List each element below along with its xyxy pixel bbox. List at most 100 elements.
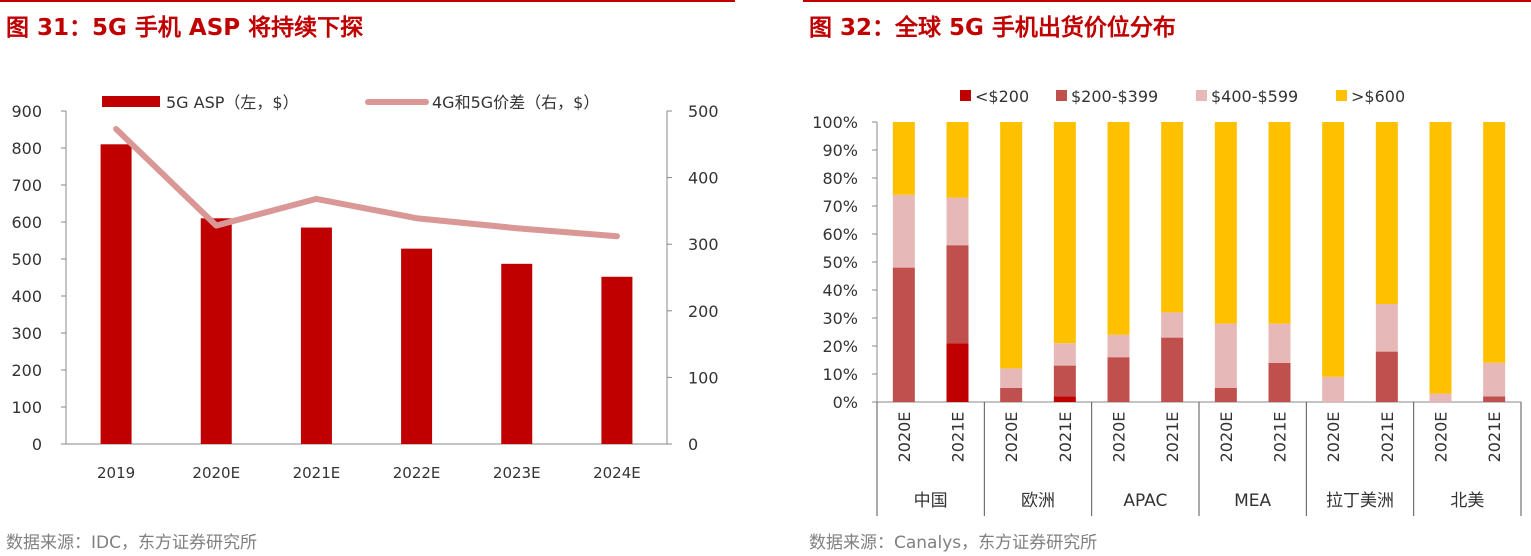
figure-32-panel: 图 32：全球 5G 手机出货价位分布 0% 10% 20% 30% 40% 50% 60%… (803, 0, 1531, 556)
asp-chart: 0 100 200 300 400 500 600 700 800 900 0 100 200 300 40… (11, 93, 719, 482)
stacked-segment-3 (1429, 122, 1452, 394)
stacked-segment-3 (1483, 122, 1506, 363)
stacked-segment-2 (1429, 393, 1452, 402)
stacked-segment-1 (1483, 396, 1506, 402)
y-tick-label: 20% (822, 337, 858, 356)
stacked-segment-2 (1268, 323, 1291, 363)
left-y-tick-label: 700 (11, 176, 42, 195)
stacked-segment-2 (1214, 323, 1237, 388)
left-y-tick-label: 0 (32, 435, 42, 454)
bar-5g-asp (200, 218, 232, 444)
stacked-segment-1 (1053, 365, 1076, 397)
stacked-segment-2 (1161, 312, 1184, 338)
group-label: 北美 (1450, 491, 1484, 511)
stacked-segment-1 (1375, 351, 1398, 402)
stacked-segment-2 (946, 197, 969, 246)
right-y-tick-label: 0 (688, 435, 698, 454)
x-category-label: 2021E (1163, 412, 1182, 463)
x-category-label: 2021E (949, 412, 968, 463)
y-tick-label: 10% (822, 365, 858, 384)
group-label: 欧洲 (1021, 491, 1055, 511)
left-y-tick-label: 500 (11, 250, 42, 269)
bar-5g-asp (300, 227, 332, 444)
bar-5g-asp (401, 248, 433, 444)
stacked-segment-3 (946, 122, 969, 198)
x-category-label: 2021E (1485, 412, 1504, 463)
x-category-label: 2020E (1002, 412, 1021, 463)
stacked-segment-0 (1053, 396, 1076, 402)
legend-label: $200-$399 (1071, 87, 1158, 106)
y-tick-label: 90% (822, 141, 858, 160)
figure-31-panel: 图 31：5G 手机 ASP 将持续下探 0 100 200 300 400 500 600… (0, 0, 735, 556)
legend-swatch (1336, 90, 1347, 101)
price-band-chart: 0% 10% 20% 30% 40% 50% 60% 70% 80% 90% 100% 2020E 20… (812, 87, 1522, 516)
top-rule (803, 0, 1531, 2)
top-rule (0, 0, 735, 2)
group-label: APAC (1123, 491, 1167, 511)
x-category-label: 2020E (1432, 412, 1451, 463)
y-tick-label: 80% (822, 169, 858, 188)
stacked-segment-2 (1107, 334, 1130, 358)
legend-swatch (1056, 90, 1067, 101)
y-tick-label: 60% (822, 225, 858, 244)
stacked-segment-2 (1375, 304, 1398, 352)
left-y-tick-label: 300 (11, 324, 42, 343)
legend-label: $400-$599 (1211, 87, 1298, 106)
right-y-tick-label: 400 (688, 169, 719, 188)
right-y-tick-label: 300 (688, 235, 719, 254)
stacked-segment-3 (1053, 122, 1076, 344)
y-tick-label: 50% (822, 253, 858, 272)
stacked-segment-1 (1161, 337, 1184, 402)
stacked-segment-1 (1000, 388, 1023, 402)
x-category-label: 2020E (1217, 412, 1236, 463)
figure-32-title: 图 32：全球 5G 手机出货价位分布 (809, 15, 1176, 41)
x-category-label: 2020E (192, 464, 240, 482)
legend-label-5g-asp: 5G ASP（左，$） (166, 93, 299, 112)
stacked-segment-3 (1161, 122, 1184, 313)
stacked-segment-2 (1000, 368, 1023, 388)
stacked-segment-1 (946, 245, 969, 344)
stacked-segment-2 (1053, 343, 1076, 366)
group-label: MEA (1234, 491, 1271, 511)
line-4g-5g-price-gap (113, 125, 620, 240)
stacked-segment-3 (1322, 122, 1345, 377)
bar-5g-asp (501, 263, 533, 444)
left-y-tick-label: 800 (11, 139, 42, 158)
legend-swatch (960, 90, 971, 101)
x-category-label: 2020E (1324, 412, 1343, 463)
left-y-tick-label: 600 (11, 213, 42, 232)
right-y-tick-label: 100 (688, 368, 719, 387)
stacked-segment-1 (1107, 357, 1130, 402)
left-y-tick-label: 400 (11, 287, 42, 306)
stacked-segment-1 (892, 267, 915, 402)
stacked-segment-3 (1268, 122, 1291, 324)
y-tick-label: 70% (822, 197, 858, 216)
stacked-segment-3 (892, 122, 915, 195)
right-y-tick-label: 200 (688, 302, 719, 321)
left-y-tick-label: 900 (11, 102, 42, 121)
stacked-segment-3 (1000, 122, 1023, 369)
stacked-segment-2 (1483, 362, 1506, 397)
x-category-label: 2021E (1378, 412, 1397, 463)
x-category-label: 2023E (493, 464, 541, 482)
stacked-segment-1 (1268, 362, 1291, 402)
left-y-tick-label: 100 (11, 398, 42, 417)
legend-label-price-gap: 4G和5G价差（右，$） (432, 93, 599, 112)
legend-swatch-5g-asp (102, 96, 160, 107)
figure-32-source: 数据来源：Canalys，东方证券研究所 (809, 533, 1098, 553)
stacked-segment-2 (892, 194, 915, 268)
stacked-segment-2 (1322, 376, 1345, 402)
group-label: 拉丁美洲 (1326, 491, 1394, 511)
legend-label: >$600 (1351, 87, 1405, 106)
x-category-label: 2020E (1110, 412, 1129, 463)
x-category-label: 2019 (97, 464, 135, 482)
stacked-segment-1 (1214, 388, 1237, 402)
stacked-segment-0 (946, 343, 969, 402)
figure-31-title: 图 31：5G 手机 ASP 将持续下探 (6, 15, 364, 41)
bar-5g-asp (601, 276, 633, 444)
stacked-segment-3 (1107, 122, 1130, 335)
x-category-label: 2021E (1271, 412, 1290, 463)
stacked-segment-3 (1214, 122, 1237, 324)
legend-label: <$200 (975, 87, 1029, 106)
x-category-label: 2022E (393, 464, 441, 482)
